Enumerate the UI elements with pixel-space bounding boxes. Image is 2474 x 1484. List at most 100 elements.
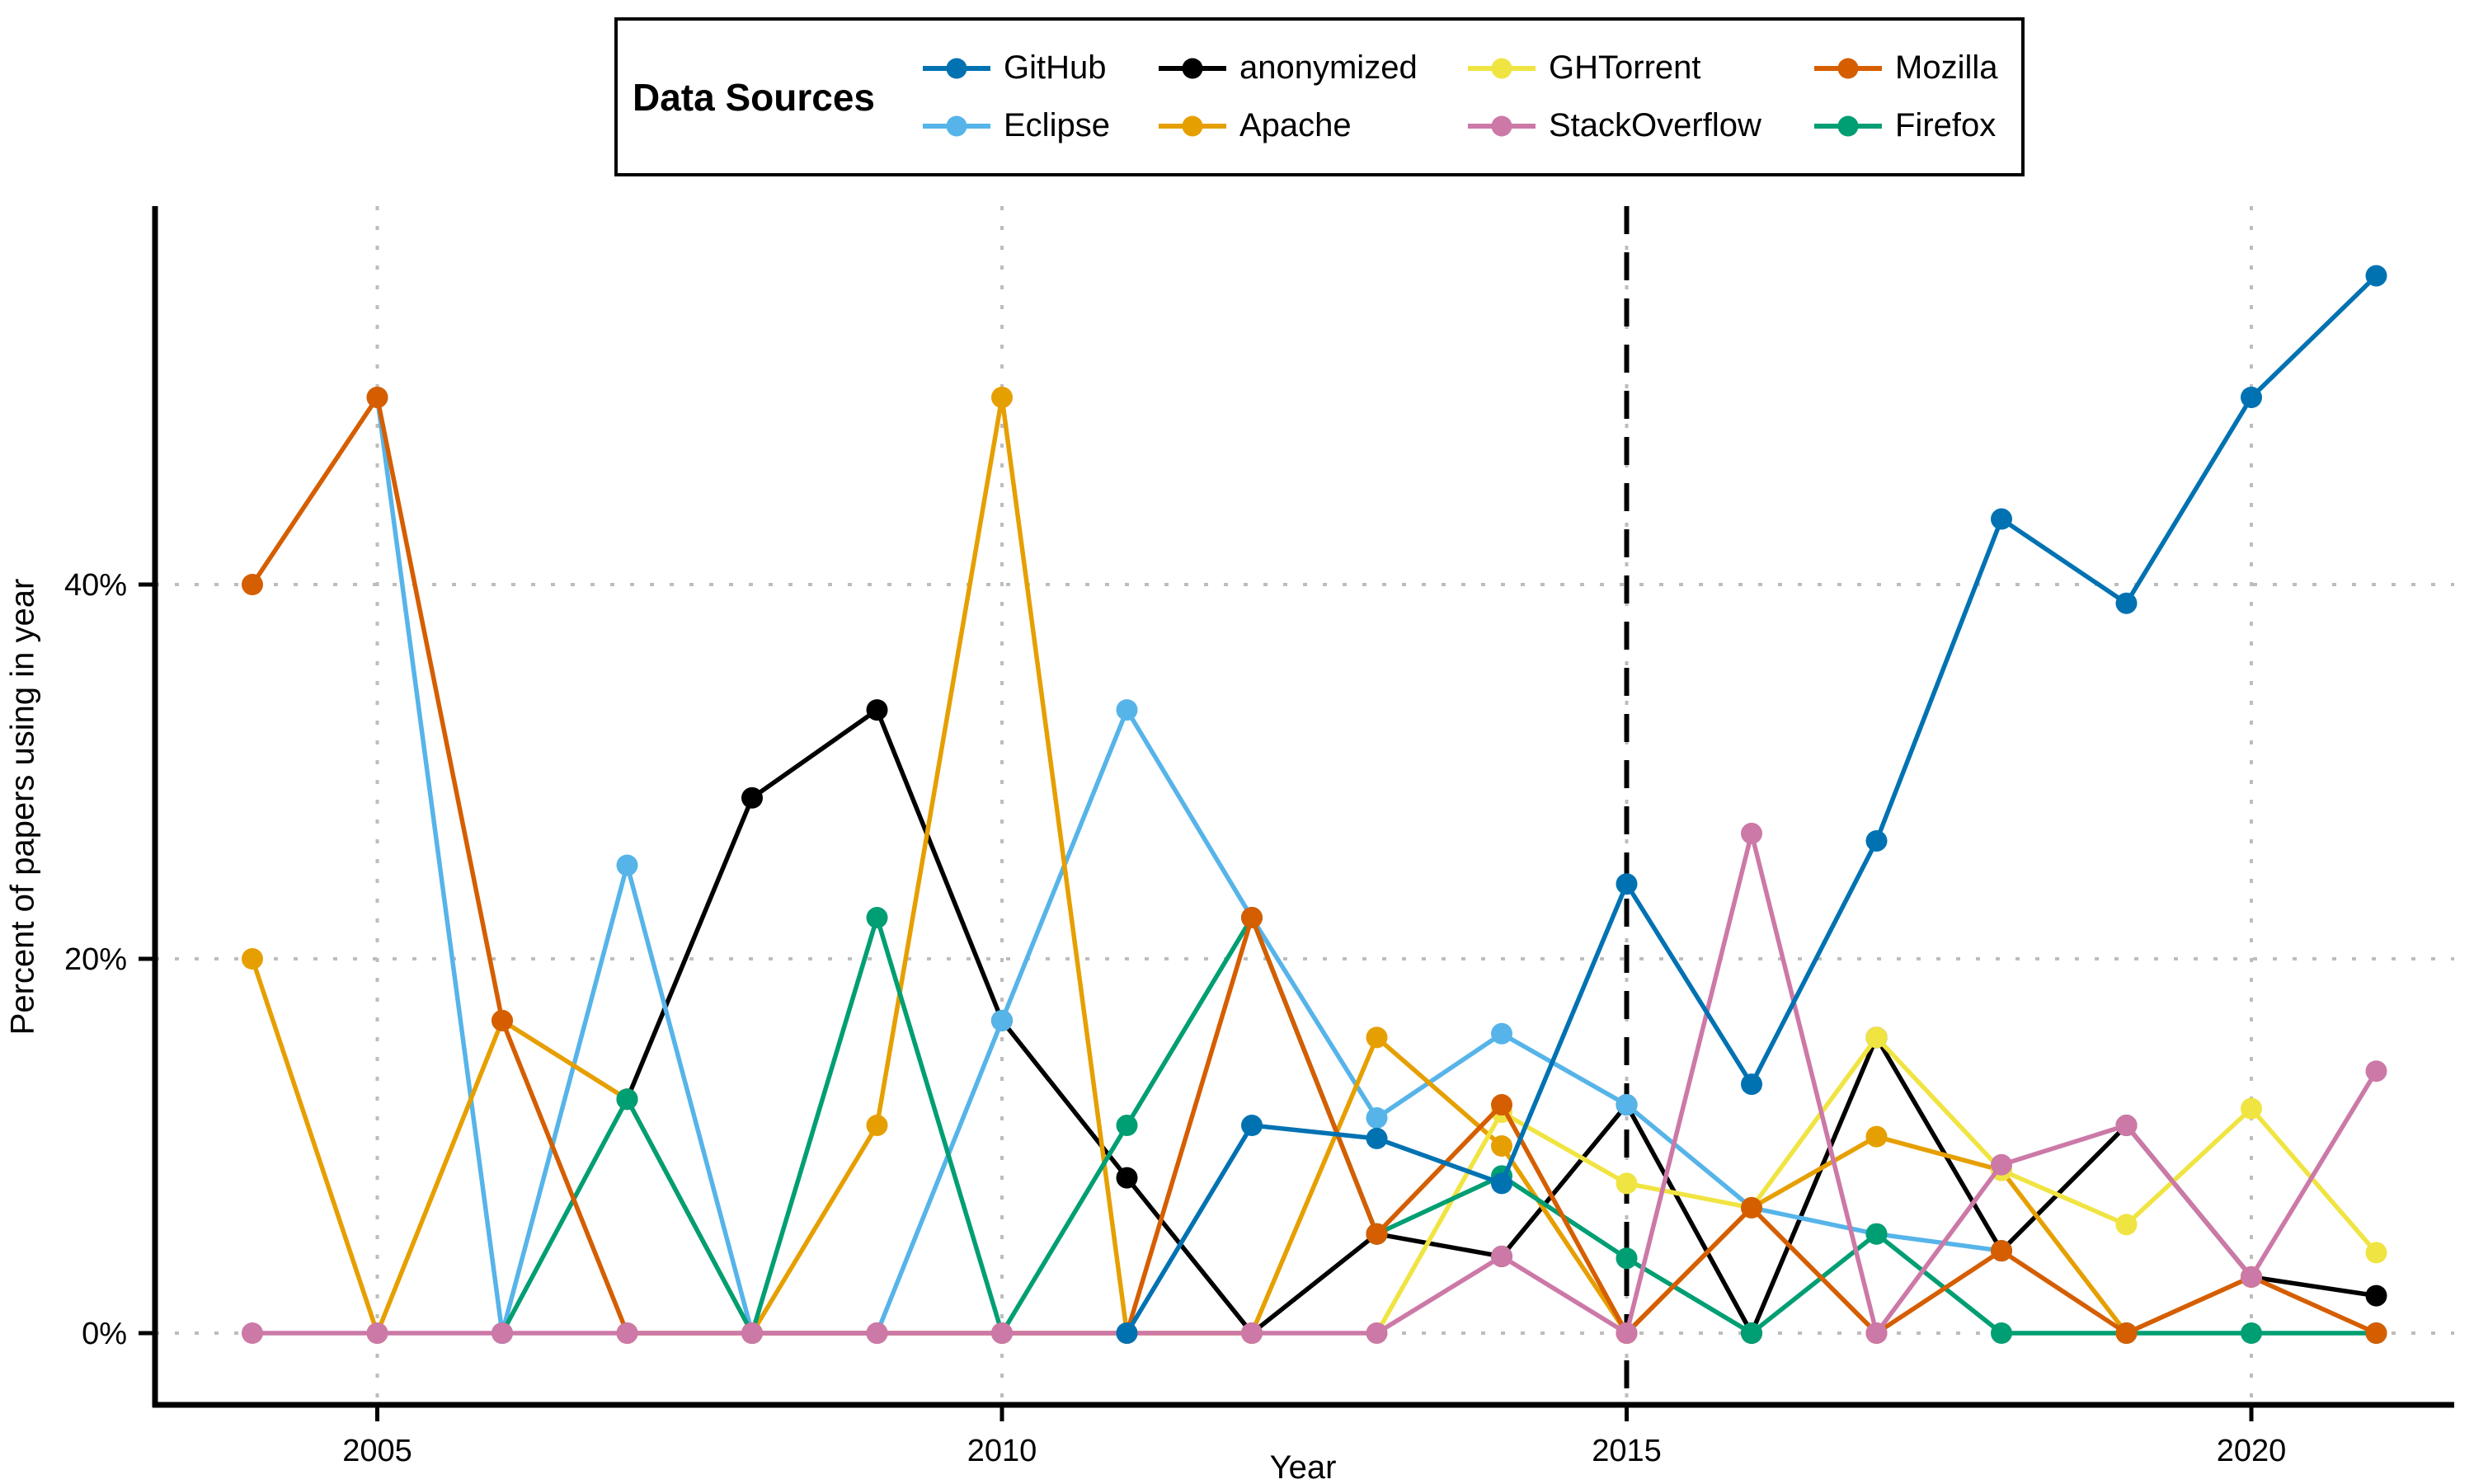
data-point-StackOverflow — [1865, 1322, 1888, 1344]
data-point-Firefox — [1741, 1322, 1762, 1344]
legend-grid: GitHub anonymized GHTorrent Mozilla Eclipse A… — [921, 40, 2035, 155]
data-point-Mozilla — [366, 387, 388, 408]
series-line-Mozilla — [250, 395, 2379, 1336]
data-point-Firefox — [1865, 1223, 1888, 1245]
y-tick-label: 40% — [64, 568, 127, 603]
data-point-GHTorrent — [2365, 1242, 2387, 1264]
data-point-StackOverflow — [866, 1322, 888, 1344]
data-point-Firefox — [2241, 1322, 2262, 1344]
data-point-Mozilla — [2115, 1322, 2138, 1344]
legend-item-firefox: Firefox — [1813, 107, 2035, 144]
data-point-Mozilla — [1991, 1240, 2012, 1262]
data-point-Firefox — [1616, 1247, 1638, 1270]
data-point-StackOverflow — [1991, 1153, 2012, 1176]
legend-item-mozilla: Mozilla — [1813, 49, 2035, 87]
data-point-GHTorrent — [2241, 1097, 2262, 1120]
legend-label: GHTorrent — [1549, 49, 1701, 86]
x-tick-label: 2005 — [342, 1434, 412, 1468]
legend-key-icon — [1159, 115, 1226, 136]
data-point-Eclipse — [616, 854, 638, 876]
data-point-StackOverflow — [2365, 1060, 2387, 1082]
data-point-Apache — [1865, 1125, 1888, 1148]
x-tick-label: 2010 — [967, 1434, 1037, 1468]
data-point-StackOverflow — [1741, 822, 1762, 844]
legend-item-apache: Apache — [1157, 107, 1466, 144]
data-point-StackOverflow — [366, 1322, 388, 1344]
y-tick-label: 0% — [82, 1317, 127, 1351]
data-point-Apache — [991, 387, 1013, 408]
series-line-StackOverflow — [250, 831, 2379, 1336]
data-point-StackOverflow — [1366, 1322, 1388, 1344]
data-point-Mozilla — [1366, 1223, 1388, 1245]
data-point-GitHub — [1491, 1172, 1512, 1195]
x-axis-title: Year — [1269, 1449, 1337, 1484]
data-point-StackOverflow — [616, 1322, 638, 1344]
data-point-StackOverflow — [2115, 1115, 2138, 1137]
data-point-Mozilla — [492, 1009, 513, 1031]
data-point-GitHub — [1991, 508, 2012, 530]
data-point-anonymized — [1116, 1167, 1138, 1189]
data-point-StackOverflow — [991, 1322, 1013, 1344]
data-point-GitHub — [2241, 387, 2262, 408]
series-line-Eclipse — [374, 395, 2004, 1336]
data-point-GHTorrent — [1616, 1172, 1638, 1195]
legend: Data Sources GitHub anonymized GHTorrent Mo… — [614, 17, 2025, 176]
data-point-Eclipse — [1116, 699, 1138, 721]
data-point-Apache — [242, 948, 263, 970]
legend-label: anonymized — [1239, 49, 1418, 86]
data-point-Mozilla — [1741, 1196, 1762, 1219]
x-tick-label: 2020 — [2217, 1434, 2287, 1468]
data-point-GitHub — [1241, 1115, 1263, 1137]
legend-key-icon — [1814, 115, 1882, 136]
data-point-anonymized — [2365, 1284, 2387, 1307]
legend-item-eclipse: Eclipse — [921, 107, 1157, 144]
data-point-StackOverflow — [2241, 1266, 2262, 1288]
data-point-Firefox — [866, 907, 888, 929]
data-point-Mozilla — [1241, 907, 1263, 929]
data-point-Apache — [1366, 1026, 1388, 1049]
series-line-Apache — [250, 395, 2254, 1336]
data-point-Eclipse — [1366, 1106, 1388, 1129]
data-point-Firefox — [1116, 1115, 1138, 1137]
data-point-Eclipse — [991, 1009, 1013, 1031]
data-point-GitHub — [2365, 265, 2387, 287]
series-line-GitHub — [1124, 273, 2379, 1336]
legend-item-anonymized: anonymized — [1157, 49, 1466, 87]
data-point-Firefox — [616, 1088, 638, 1111]
legend-key-icon — [923, 115, 990, 136]
legend-label: GitHub — [1004, 49, 1107, 86]
data-point-Apache — [866, 1115, 888, 1137]
series-line-Firefox — [500, 915, 2379, 1336]
legend-key-icon — [923, 58, 990, 78]
legend-label: Mozilla — [1895, 49, 1998, 86]
legend-key-icon — [1814, 58, 1882, 78]
legend-label: StackOverflow — [1549, 107, 1761, 143]
data-point-Mozilla — [1491, 1094, 1512, 1116]
data-point-Firefox — [1991, 1322, 2012, 1344]
legend-label: Firefox — [1895, 107, 1997, 143]
data-point-Apache — [1491, 1135, 1512, 1157]
y-axis-title: Percent of papers using in year — [4, 578, 41, 1036]
data-point-Mozilla — [2365, 1322, 2387, 1344]
data-point-anonymized — [866, 699, 888, 721]
data-point-Eclipse — [1491, 1022, 1512, 1045]
series-line-anonymized — [624, 707, 2379, 1336]
data-point-GitHub — [1366, 1127, 1388, 1149]
data-point-StackOverflow — [492, 1322, 513, 1344]
data-point-StackOverflow — [1241, 1322, 1263, 1344]
data-point-StackOverflow — [1616, 1322, 1638, 1344]
y-tick-label: 20% — [64, 942, 127, 977]
data-point-StackOverflow — [1491, 1245, 1512, 1267]
data-point-GHTorrent — [2115, 1214, 2138, 1236]
data-point-StackOverflow — [242, 1322, 263, 1344]
x-tick-label: 2015 — [1592, 1434, 1662, 1468]
legend-key-icon — [1159, 58, 1226, 78]
data-point-StackOverflow — [741, 1322, 763, 1344]
data-point-GitHub — [1741, 1073, 1762, 1096]
data-point-GHTorrent — [1865, 1026, 1888, 1049]
legend-key-icon — [1468, 58, 1536, 78]
data-point-Eclipse — [1616, 1094, 1638, 1116]
legend-item-stackoverflow: StackOverflow — [1466, 107, 1813, 144]
legend-label: Apache — [1239, 107, 1352, 143]
